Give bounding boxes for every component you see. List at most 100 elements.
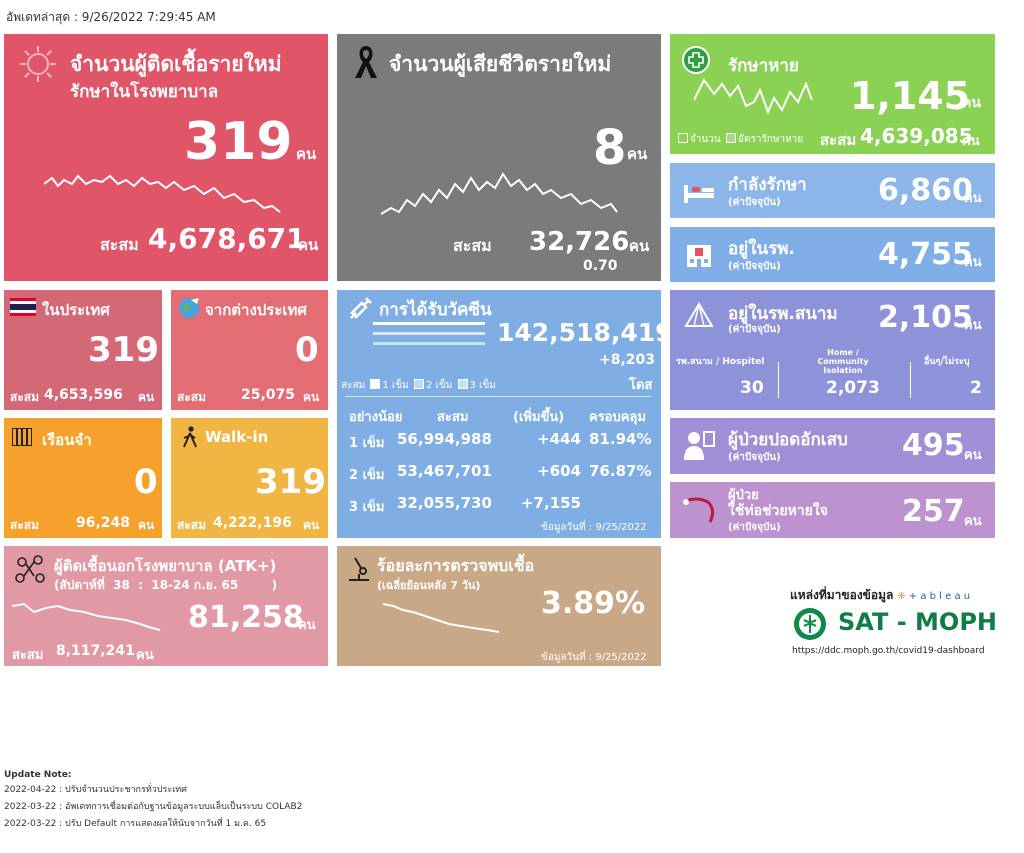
positivity-sub: (เฉลี่ยย้อนหลัง 7 วัน)	[377, 579, 481, 592]
domestic-cum-unit: คน	[138, 390, 155, 404]
legend-count-label: จำนวน	[690, 134, 721, 145]
tent-icon	[684, 302, 714, 327]
vaccine-header-inc: (เพิ่มขึ้น)	[513, 410, 565, 425]
treating-title: กำลังรักษา	[728, 175, 807, 195]
walking-person-icon	[183, 426, 197, 448]
deaths-unit: คน	[627, 145, 648, 163]
atk-week: (สัปดาห์ที่ 38 : 18-24 ก.ย. 65 )	[54, 578, 278, 592]
legend-dose2-swatch	[413, 379, 424, 389]
deaths-card[interactable]: จำนวนผู้เสียชีวิตรายใหม่ 8 คน สะสม 32,72…	[337, 34, 661, 281]
prison-card[interactable]: เรือนจำ 0 สะสม 96,248 คน	[4, 418, 162, 538]
vaccine-bar-1	[373, 322, 485, 325]
recovered-cum-value: 4,639,085	[860, 124, 973, 148]
field-hospital-title: อยู่ในรพ.สนาม	[728, 304, 838, 324]
source-label: แหล่งที่มาของข้อมูล	[790, 588, 894, 602]
vaccine-card[interactable]: การได้รับวัคซีน 142,518,419 +8,203 โดส ส…	[337, 290, 661, 538]
new-cases-title: จำนวนผู้ติดเชื้อรายใหม่	[70, 52, 282, 76]
source-url[interactable]: https://ddc.moph.go.th/covid19-dashboard	[792, 646, 985, 656]
deaths-title: จำนวนผู้เสียชีวิตรายใหม่	[389, 52, 612, 76]
field-col3-label: อื่นๆ/ไม่ระบุ	[924, 357, 970, 367]
prison-cum-label: สะสม	[10, 518, 40, 532]
abroad-card[interactable]: จากต่างประเทศ 0 สะสม 25,075 คน	[171, 290, 328, 410]
in-hospital-sub: (ค่าปัจจุบัน)	[728, 261, 781, 272]
vaccine-dose-unit: โดส	[629, 378, 653, 393]
new-cases-unit: คน	[296, 145, 317, 163]
prison-cum-value: 96,248	[76, 515, 131, 531]
legend-dose3-swatch	[457, 379, 468, 389]
field-col2-label: Home / Community Isolation	[817, 348, 869, 375]
update-note-line: 2022-04-22 : ปรับจำนวนประชากรทั่วประเทศ	[4, 785, 187, 795]
new-cases-cum-value: 4,678,671	[148, 222, 306, 255]
legend-dose3: 3 เข็ม	[469, 380, 496, 391]
field-hospital-sub: (ค่าปัจจุบัน)	[728, 324, 781, 335]
vaccine-row-dose: 3 เข็ม	[349, 500, 385, 515]
deaths-cum-value: 32,726	[529, 227, 630, 257]
moph-logo-icon	[794, 608, 826, 640]
atk-cum-unit: คน	[136, 648, 154, 663]
treating-card[interactable]: กำลังรักษา (ค่าปัจจุบัน) 6,860 คน	[670, 163, 995, 218]
positivity-title: ร้อยละการตรวจพบเชื้อ	[377, 556, 535, 575]
death-rate: 0.70	[583, 258, 618, 274]
atk-card[interactable]: ผู้ติดเชื้อนอกโรงพยาบาล (ATK+) (สัปดาห์ท…	[4, 546, 328, 666]
hospital-bed-icon	[684, 185, 714, 203]
field-divider-2	[910, 362, 911, 398]
treating-value: 6,860	[878, 173, 973, 208]
field-divider-1	[778, 362, 779, 398]
atk-cum-label: สะสม	[12, 648, 44, 663]
vaccine-legend-label: สะสม	[341, 380, 366, 391]
vaccine-row-inc: +444	[537, 430, 581, 448]
field-hospital-card[interactable]: อยู่ในรพ.สนาม (ค่าปัจจุบัน) 2,105 คน รพ.…	[670, 290, 995, 410]
new-cases-value: 319	[184, 112, 293, 172]
field-hospital-unit: คน	[964, 318, 982, 333]
atk-value: 81,258	[188, 600, 304, 635]
vaccine-header-cum: สะสม	[437, 410, 469, 425]
field-col1-value: 30	[740, 378, 764, 398]
deaths-cum-unit: คน	[629, 237, 650, 255]
atk-network-icon	[15, 555, 45, 583]
syringe-icon	[350, 297, 372, 319]
atk-sparkline	[12, 602, 161, 631]
treating-unit: คน	[964, 191, 982, 206]
abroad-cum-label: สะสม	[177, 390, 207, 404]
domestic-card[interactable]: ในประเทศ 319 สะสม 4,653,596 คน	[4, 290, 162, 410]
ventilator-card[interactable]: ผู้ป่วย ใช้ท่อช่วยหายใจ (ค่าปัจจุบัน) 25…	[670, 482, 995, 538]
ventilator-value: 257	[902, 494, 965, 529]
medical-cross-icon	[682, 46, 710, 74]
last-update: อัพเดทล่าสุด : 9/26/2022 7:29:45 AM	[6, 10, 216, 24]
recovered-cum-unit: คน	[962, 134, 980, 149]
walkin-cum-label: สะสม	[177, 518, 207, 532]
positivity-date-note: ข้อมูลวันที่ : 9/25/2022	[541, 652, 647, 663]
prison-title: เรือนจำ	[42, 431, 92, 449]
walkin-cum-unit: คน	[303, 518, 320, 532]
domestic-cum-value: 4,653,596	[44, 387, 123, 403]
field-col2-value: 2,073	[826, 378, 880, 398]
vaccine-date-note: ข้อมูลวันที่ : 9/25/2022	[541, 522, 647, 533]
vaccine-row-inc: +7,155	[520, 494, 581, 512]
tableau-logo: ⁜ + a b l e a u	[897, 591, 971, 602]
abroad-cum-value: 25,075	[241, 387, 296, 403]
legend-dose1: 1 เข็ม	[382, 380, 409, 391]
positivity-card[interactable]: ร้อยละการตรวจพบเชื้อ (เฉลี่ยย้อนหลัง 7 ว…	[337, 546, 661, 666]
domestic-title: ในประเทศ	[42, 301, 110, 319]
vaccine-row-dose: 2 เข็ม	[349, 468, 385, 483]
pneumonia-value: 495	[902, 428, 965, 463]
pneumonia-card[interactable]: ผู้ป่วยปอดอักเสบ (ค่าปัจจุบัน) 495 คน	[670, 418, 995, 474]
recovered-card[interactable]: รักษาหาย 1,145 คน จำนวน อัตรารักษาหาย สะ…	[670, 34, 995, 154]
abroad-value: 0	[295, 330, 319, 370]
ventilator-title-1: ผู้ป่วย	[728, 488, 759, 503]
ventilator-unit: คน	[964, 514, 982, 529]
domestic-value: 319	[88, 330, 159, 370]
legend-count-swatch	[678, 133, 688, 143]
vaccine-row-cov: 76.87%	[589, 462, 652, 480]
treating-sub: (ค่าปัจจุบัน)	[728, 197, 781, 208]
vaccine-title: การได้รับวัคซีน	[379, 300, 492, 320]
walkin-card[interactable]: Walk-in 319 สะสม 4,222,196 คน	[171, 418, 328, 538]
vaccine-header-min: อย่างน้อย	[349, 410, 403, 425]
new-cases-card[interactable]: จำนวนผู้ติดเชื้อรายใหม่ รักษาในโรงพยาบาล…	[4, 34, 328, 281]
vaccine-row-cum: 56,994,988	[397, 430, 492, 448]
in-hospital-card[interactable]: อยู่ในรพ. (ค่าปัจจุบัน) 4,755 คน	[670, 227, 995, 282]
in-hospital-value: 4,755	[878, 237, 973, 272]
vaccine-row-cov: 81.94%	[589, 430, 652, 448]
in-hospital-unit: คน	[964, 255, 982, 270]
ribbon-icon	[355, 46, 377, 78]
